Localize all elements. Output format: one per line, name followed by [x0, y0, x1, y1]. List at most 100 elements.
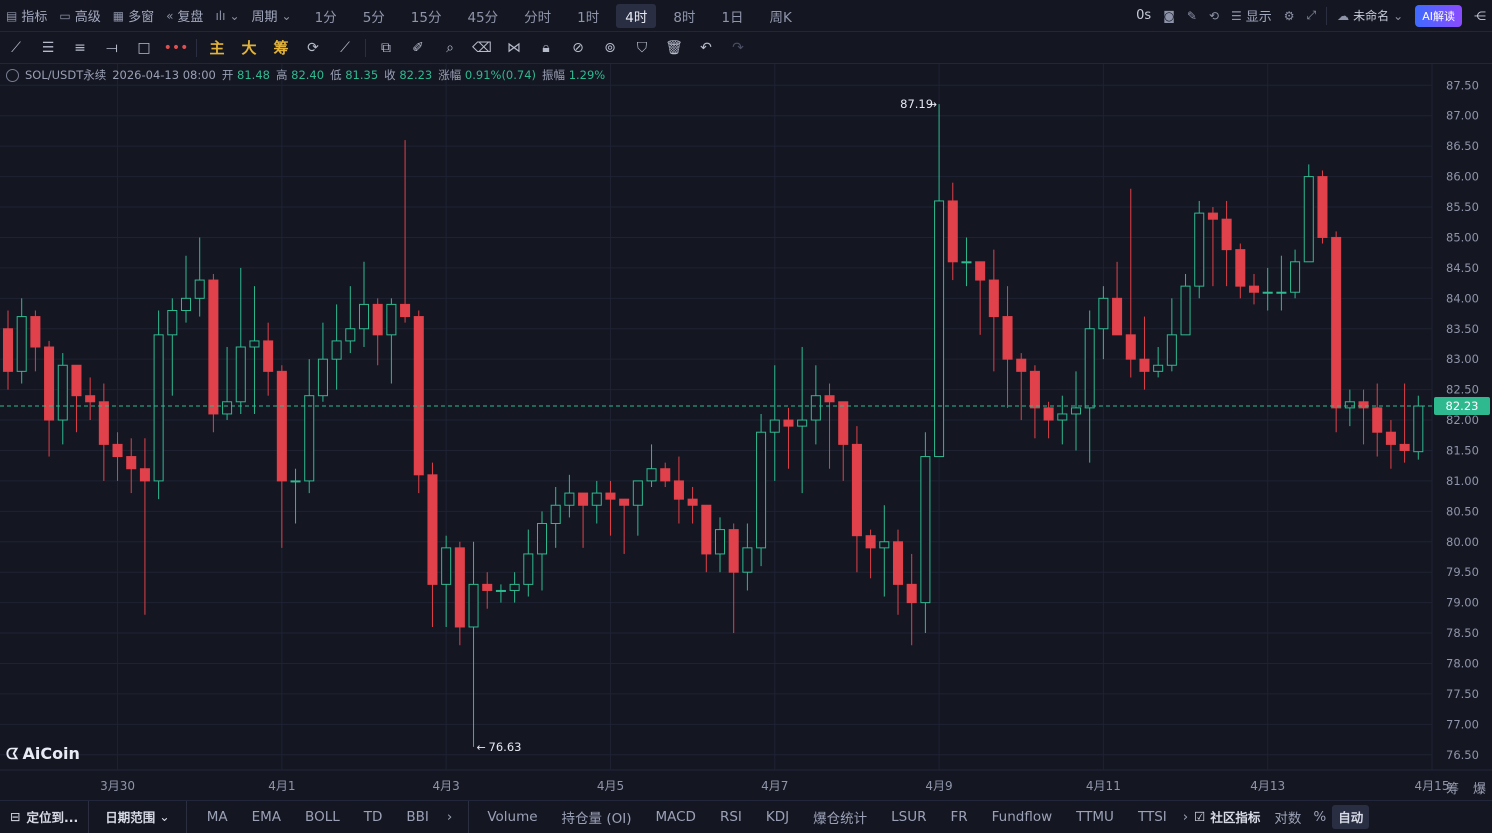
sub-indicator-11[interactable]: TTSI: [1137, 808, 1167, 825]
filter-tool[interactable]: ⛉: [626, 34, 658, 62]
top-bar: ▤ 指标 ▭ 高级 ▦ 多窗 «复盘 ılı ⌄ 周期 ⌄ 1分 5分 15分 45分 分时 1时 4…: [0, 0, 1492, 32]
tab-period-9[interactable]: 1日: [721, 9, 744, 26]
parallel-channel-tool[interactable]: ☰: [32, 34, 64, 62]
candle-body: [304, 395, 315, 482]
replay-menu[interactable]: «复盘: [166, 8, 204, 26]
sub-indicator-7[interactable]: LSUR: [891, 808, 927, 825]
horizontal-line-tool[interactable]: ⟞: [96, 34, 128, 62]
sub-indicator-10[interactable]: TTMU: [1076, 808, 1114, 825]
fullscreen-button[interactable]: ⤢: [1301, 4, 1323, 28]
candle-body: [1166, 334, 1177, 366]
main-indicator-td[interactable]: TD: [363, 808, 383, 825]
time-axis[interactable]: 3月304月14月34月54月74月94月114月134月154月17: [100, 779, 1492, 793]
main-indicator-boll[interactable]: BOLL: [305, 808, 340, 825]
pencil-icon: ✎: [1186, 8, 1197, 23]
auto-scale-toggle[interactable]: 自动: [1332, 804, 1370, 829]
high-arrow: →: [928, 98, 937, 111]
settings-button[interactable]: ⚙: [1278, 4, 1301, 28]
percent-scale-toggle[interactable]: %: [1313, 808, 1327, 825]
sub-indicator-6[interactable]: 爆仓统计: [813, 810, 868, 827]
more-tools[interactable]: •••: [160, 34, 192, 62]
candle-body: [632, 480, 643, 506]
chevron-right-icon: ›: [1182, 808, 1189, 825]
copy-tool[interactable]: ⧉: [370, 34, 402, 62]
ruler-tool[interactable]: ✐: [402, 34, 434, 62]
share-button[interactable]: ⋲: [1468, 4, 1492, 28]
sub-indicator-8[interactable]: FR: [950, 808, 968, 825]
tab-period-5[interactable]: 分时: [524, 9, 552, 26]
sync-tool[interactable]: ⟳: [297, 34, 329, 62]
trendline-tool[interactable]: ⟋: [0, 34, 32, 62]
hlines-tool[interactable]: ≡: [64, 34, 96, 62]
sub-indicator-9[interactable]: Fundflow: [991, 808, 1053, 825]
indicator-menu[interactable]: ▤ 指标: [6, 8, 48, 26]
date-range-button[interactable]: 日期范围 ⌄: [89, 800, 187, 833]
tab-period-6[interactable]: 1时: [577, 9, 600, 26]
symbol-label[interactable]: SOL/USDT永续: [25, 68, 107, 82]
tab-period-3[interactable]: 15分: [410, 9, 442, 26]
magnet-tool[interactable]: ⊚: [594, 34, 626, 62]
ai-interpret-button[interactable]: AI解读: [1415, 4, 1462, 27]
chip-tool[interactable]: 筹: [273, 39, 289, 57]
countdown: 0s: [1136, 8, 1152, 23]
display-menu[interactable]: ☰ 显示: [1230, 8, 1272, 26]
draw-button[interactable]: ✎: [1181, 4, 1203, 28]
tab-period-2[interactable]: 5分: [362, 9, 385, 26]
undo-button[interactable]: ↶: [690, 34, 722, 62]
tab-period-8[interactable]: 8时: [673, 9, 696, 26]
period-menu[interactable]: 周期 ⌄: [251, 8, 292, 26]
advanced-menu[interactable]: ▭ 高级: [59, 8, 101, 26]
brush-tool[interactable]: ⟋: [329, 34, 361, 62]
sub-indicator-1[interactable]: Volume: [487, 808, 538, 825]
candlestick-chart[interactable]: 87.50 87.00 86.50 86.00 85.50 85.00 84.50 84.00…: [0, 64, 1492, 800]
eraser-tool[interactable]: ⌫: [466, 34, 498, 62]
candle-body: [1002, 316, 1013, 360]
candle-body: [468, 583, 479, 628]
price-axis[interactable]: 87.50 87.00 86.50 86.00 85.50 85.00 84.50 84.00…: [1446, 78, 1479, 761]
candle-body: [591, 492, 602, 506]
lock-tool[interactable]: 🔒︎: [530, 34, 562, 62]
screenshot-button[interactable]: ◙: [1157, 4, 1181, 28]
delete-tool[interactable]: 🗑︎: [658, 34, 690, 62]
tab-period-4[interactable]: 45分: [467, 9, 499, 26]
big-order-tool[interactable]: 大: [241, 39, 257, 57]
more-sub-indicators[interactable]: ›: [1179, 801, 1192, 833]
chart-type-menu[interactable]: ılı ⌄: [209, 4, 245, 28]
main-indicator-ema[interactable]: EMA: [251, 808, 282, 825]
collapse-icon[interactable]: [6, 68, 19, 82]
tab-period-7[interactable]: 4时: [616, 3, 657, 28]
rectangle-tool[interactable]: □: [128, 34, 160, 62]
y-tick-label: 83.50: [1446, 322, 1479, 336]
hide-tool[interactable]: ⊘: [562, 34, 594, 62]
burst-toggle[interactable]: 爆: [1472, 782, 1486, 797]
locate-button[interactable]: ⊟ 定位到...: [0, 800, 90, 833]
sub-indicator-5[interactable]: KDJ: [765, 808, 790, 825]
main-force-tool[interactable]: 主: [209, 39, 225, 57]
multi-window-menu[interactable]: ▦ 多窗: [112, 8, 155, 26]
undo-layout-button[interactable]: ⟲: [1203, 4, 1225, 28]
sub-indicator-3[interactable]: MACD: [655, 808, 696, 825]
sub-indicator-2[interactable]: 持仓量 (OI): [561, 810, 632, 827]
candle-body: [810, 395, 821, 421]
y-tick-label: 85.00: [1446, 230, 1479, 244]
community-indicators-button[interactable]: ☑ 社区指标: [1194, 809, 1261, 825]
candle-body: [742, 547, 753, 573]
candle-body: [879, 541, 890, 549]
candle-body: [235, 346, 246, 403]
log-scale-toggle[interactable]: 对数: [1274, 810, 1302, 827]
zoom-tool[interactable]: ⌕: [434, 34, 466, 62]
sub-indicator-4[interactable]: RSI: [719, 808, 742, 825]
main-indicator-bbi[interactable]: BBI: [406, 808, 429, 825]
tab-period-10[interactable]: 周K: [769, 9, 792, 26]
chip-toggle[interactable]: 筹: [1445, 782, 1459, 797]
share-icon: ⋲: [1474, 8, 1486, 23]
redo-button[interactable]: ↷: [722, 34, 754, 62]
fib-tool[interactable]: ⋈: [498, 34, 530, 62]
brush-icon: ⟋: [340, 39, 350, 56]
layout-menu[interactable]: ☁ 未命名 ⌄: [1337, 8, 1404, 24]
more-main-indicators[interactable]: ›: [441, 800, 470, 833]
tab-period-1[interactable]: 1分: [314, 9, 337, 26]
bottom-bar: ⊟ 定位到... 日期范围 ⌄ MA EMA BOLL TD BBI › Volume 持仓量…: [0, 800, 1492, 833]
main-indicator-ma[interactable]: MA: [206, 808, 228, 825]
y-tick-label: 78.00: [1446, 656, 1479, 670]
